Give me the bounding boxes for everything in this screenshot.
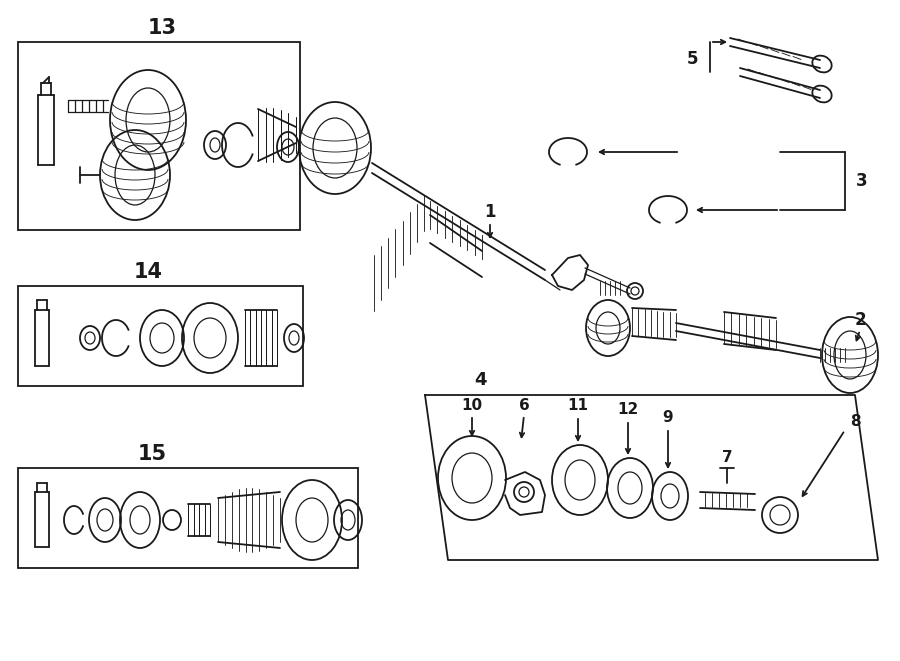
Text: 10: 10 xyxy=(462,397,482,412)
Bar xyxy=(18,286,303,386)
Text: 12: 12 xyxy=(617,403,639,418)
Text: 7: 7 xyxy=(722,451,733,465)
Text: 4: 4 xyxy=(473,371,486,389)
Text: 1: 1 xyxy=(484,203,496,221)
Text: 8: 8 xyxy=(850,414,860,430)
Text: 11: 11 xyxy=(568,399,589,414)
Text: 15: 15 xyxy=(138,444,166,464)
Text: 3: 3 xyxy=(856,172,868,190)
Text: 2: 2 xyxy=(854,311,866,329)
Text: 9: 9 xyxy=(662,410,673,426)
Text: 5: 5 xyxy=(686,50,698,68)
Bar xyxy=(18,468,358,568)
Text: 6: 6 xyxy=(518,397,529,412)
Text: 14: 14 xyxy=(133,262,163,282)
Text: 13: 13 xyxy=(148,18,176,38)
Bar xyxy=(18,42,300,230)
